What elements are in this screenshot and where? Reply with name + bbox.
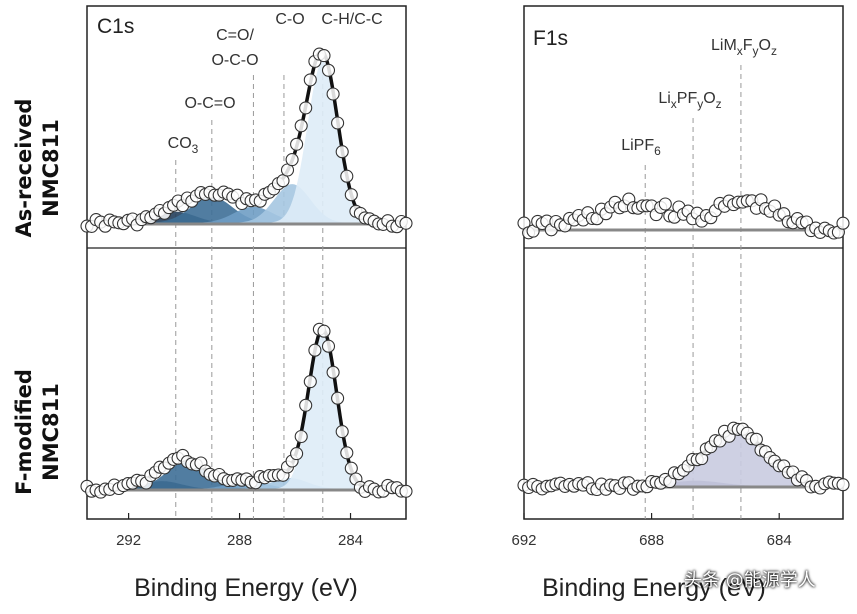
data-point — [399, 216, 413, 230]
peak-label: O-C-O — [211, 52, 258, 69]
data-point — [317, 324, 331, 338]
row-title-top-line1: As-received — [12, 99, 36, 238]
row-title-top-line2: NMC811 — [39, 119, 63, 217]
c1s-panel: C1s CO3 O-C=O C=O/O-C-O C-O C-H/C-C 292 288 28… — [80, 5, 413, 602]
row-title-bottom-line2: NMC811 — [39, 383, 63, 481]
data-point — [290, 137, 304, 151]
c1s-x-ticks: 292 288 284 — [116, 513, 363, 549]
c1s-plot-area — [80, 47, 413, 519]
peak-label: LiPF6​ — [621, 137, 661, 158]
x-tick-label: 688 — [639, 532, 664, 549]
watermark: 头条 @能源学人 — [684, 570, 816, 591]
c1s-panel-label: C1s — [97, 15, 134, 38]
series-1 — [517, 421, 850, 497]
data-point — [299, 398, 313, 412]
data-point — [344, 188, 358, 202]
c1s-x-axis-title: Binding Energy (eV) — [134, 574, 358, 602]
data-point — [326, 365, 340, 379]
data-point — [340, 169, 354, 183]
peak-component — [524, 433, 843, 486]
peak-component — [87, 462, 406, 489]
f1s-peak-labels: LiPF6​ Lix​PFy​Oz​ LiMx​Fy​Oz​ — [621, 37, 777, 158]
data-point — [308, 343, 322, 357]
peak-label: Lix​PFy​Oz​ — [658, 90, 721, 111]
fit-envelope — [87, 326, 406, 491]
data-point — [290, 447, 304, 461]
series-1 — [80, 322, 413, 499]
data-point — [658, 197, 672, 211]
f1s-panel: F1s LiPF6​Lix​PFy​Oz​LiMx​Fy​Oz​ 6926886… — [511, 5, 850, 602]
data-point — [321, 63, 336, 77]
data-point — [331, 116, 345, 130]
data-point — [399, 484, 413, 498]
peak-label: LiMx​Fy​Oz​ — [711, 37, 777, 58]
x-tick-label: 292 — [116, 532, 141, 549]
data-point — [749, 432, 763, 446]
x-tick-label: 692 — [511, 532, 536, 549]
data-point — [317, 49, 331, 63]
peak-component — [87, 206, 406, 223]
data-point — [285, 153, 299, 167]
data-point — [326, 87, 340, 101]
data-point — [340, 446, 354, 460]
data-point — [344, 461, 358, 475]
f1s-plot-area — [517, 65, 850, 519]
data-point — [299, 101, 313, 115]
f1s-frame — [523, 5, 844, 520]
peak-component — [87, 61, 406, 223]
data-point — [335, 145, 349, 159]
peak-label: C=O/ — [216, 27, 254, 44]
data-point — [294, 119, 308, 133]
data-point — [836, 216, 850, 230]
f1s-panel-label: F1s — [533, 27, 568, 50]
data-point — [321, 339, 336, 353]
f1s-x-axis-title: Binding Energy (eV) — [542, 574, 766, 602]
data-point — [303, 375, 317, 389]
x-tick-label: 288 — [227, 532, 252, 549]
row-title-bottom-line1: F-modified — [12, 369, 36, 495]
f1s-x-ticks: 692 688 684 — [511, 513, 792, 549]
data-point — [335, 425, 349, 439]
data-point — [294, 429, 308, 444]
data-point — [303, 73, 317, 87]
c1s-frame — [86, 5, 407, 520]
x-tick-label: 284 — [338, 532, 363, 549]
x-tick-label: 684 — [767, 532, 792, 549]
peak-label: CO3 — [168, 135, 199, 156]
peak-label: C-O — [275, 11, 304, 28]
series-0 — [517, 192, 850, 240]
data-point — [331, 391, 345, 405]
peak-component — [87, 331, 406, 489]
series-0 — [80, 47, 413, 234]
peak-label: C-H/C-C — [321, 11, 382, 28]
c1s-peak-labels: CO3 O-C=O C=O/O-C-O C-O C-H/C-C — [168, 11, 383, 156]
peak-label: O-C=O — [184, 95, 235, 112]
data-point — [836, 478, 850, 492]
